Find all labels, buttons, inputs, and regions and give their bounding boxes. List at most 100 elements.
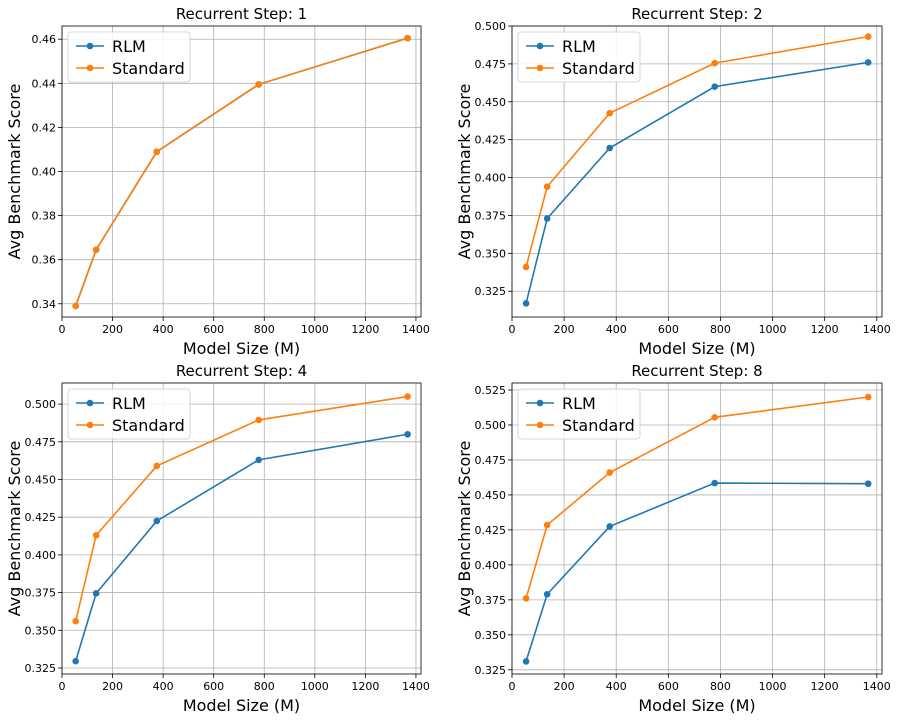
y-tick-label: 0.500 (475, 419, 507, 432)
x-tick-label: 1400 (863, 323, 891, 336)
plot-frame (511, 25, 883, 318)
x-tick-label: 0 (509, 680, 516, 693)
legend-marker-rlm (86, 42, 94, 50)
series-line-rlm (74, 433, 408, 662)
data-point-standard (153, 148, 161, 155)
x-tick-label: 800 (254, 680, 275, 693)
legend-label-rlm: RLM (112, 37, 146, 56)
chart-title: Recurrent Step: 1 (176, 5, 307, 23)
y-tick-label: 0.375 (25, 587, 57, 600)
y-tick-label: 0.500 (475, 20, 507, 33)
data-point-standard (864, 33, 872, 40)
grid (61, 26, 421, 317)
data-point-rlm (522, 300, 530, 307)
chart-title: Recurrent Step: 4 (176, 362, 307, 380)
legend-marker-rlm (536, 399, 544, 407)
data-point-standard (92, 531, 100, 539)
chart-panel-2: 0 200 400 600 800 1000 1200 1400 0.325 0.350 0.375… (455, 5, 891, 358)
x-tick-label: 800 (710, 680, 731, 693)
x-axis-label: Model Size (M) (638, 696, 755, 715)
x-tick-label: 600 (658, 680, 679, 693)
x-tick-label: 1200 (351, 680, 379, 693)
grid (511, 383, 882, 674)
legend-box (67, 388, 191, 440)
x-tick-label: 200 (102, 680, 123, 693)
legend-marker-standard (536, 421, 544, 429)
y-tick-label: 0.325 (25, 662, 57, 675)
x-tick-label: 1200 (811, 680, 839, 693)
x-tick-label: 1400 (402, 680, 430, 693)
legend: RLM Standard (67, 388, 191, 440)
grid (61, 383, 421, 674)
x-tick-label: 600 (203, 680, 224, 693)
data-point-standard (404, 34, 411, 42)
y-tick-label: 0.450 (475, 96, 507, 109)
y-tick-label: 0.375 (475, 209, 507, 222)
data-point-standard (711, 59, 719, 67)
y-tick-label: 0.42 (32, 121, 57, 134)
legend-label-standard: Standard (112, 416, 185, 435)
x-tick-label: 400 (606, 323, 627, 336)
data-point-rlm (72, 657, 79, 665)
y-tick-label: 0.500 (25, 398, 57, 411)
y-tick-label: 0.475 (475, 58, 507, 71)
series-line-rlm (525, 61, 869, 304)
data-point-standard (72, 617, 79, 625)
y-tick-label: 0.350 (475, 629, 507, 642)
y-tick-label: 0.350 (475, 247, 507, 260)
legend-marker-standard (86, 64, 94, 72)
y-tick-label: 0.40 (32, 166, 57, 179)
data-point-standard (606, 109, 614, 117)
data-point-rlm (522, 658, 530, 665)
data-point-standard (92, 246, 100, 254)
y-tick-label: 0.425 (25, 511, 57, 524)
x-tick-label: 200 (554, 323, 575, 336)
x-axis-label: Model Size (M) (183, 339, 300, 358)
data-point-standard (404, 393, 411, 400)
data-point-rlm (864, 480, 872, 488)
y-tick-label: 0.325 (475, 664, 507, 677)
legend-marker-rlm (86, 399, 94, 407)
data-point-standard (543, 521, 551, 529)
x-tick-label: 1400 (402, 323, 430, 336)
legend-box (517, 31, 641, 83)
data-point-rlm (543, 215, 551, 222)
data-point-rlm (711, 83, 719, 90)
data-point-standard (711, 413, 719, 421)
y-axis-label: Avg Benchmark Score (5, 84, 24, 260)
x-axis-label: Model Size (M) (638, 339, 755, 358)
plot-frame (61, 382, 422, 675)
x-axis-label: Model Size (M) (183, 696, 300, 715)
legend-label-rlm: RLM (562, 37, 596, 56)
chart-panel-3: 0 200 400 600 800 1000 1200 1400 0.325 0.350 0.375… (5, 362, 430, 715)
data-point-rlm (864, 59, 872, 66)
x-tick-label: 600 (658, 323, 679, 336)
x-tick-label: 200 (102, 323, 123, 336)
x-tick-label: 400 (153, 323, 174, 336)
data-point-standard (864, 393, 872, 401)
legend-marker-standard (536, 64, 544, 72)
data-point-rlm (711, 479, 719, 487)
data-point-rlm (255, 456, 262, 464)
data-point-rlm (606, 523, 614, 530)
x-tick-label: 1400 (863, 680, 891, 693)
x-tick-label: 400 (606, 680, 627, 693)
chart-panel-4: 0 200 400 600 800 1000 1200 1400 0.325 0.350 0.375… (455, 362, 891, 715)
x-tick-label: 0 (59, 680, 66, 693)
y-tick-label: 0.425 (475, 524, 507, 537)
data-point-rlm (153, 517, 161, 525)
chart-title: Recurrent Step: 2 (631, 5, 762, 23)
y-tick-label: 0.46 (32, 33, 57, 46)
data-point-standard (72, 302, 79, 310)
plot-frame (511, 382, 883, 675)
y-tick-label: 0.525 (475, 384, 507, 397)
y-axis-label: Avg Benchmark Score (455, 441, 474, 617)
y-tick-label: 0.36 (32, 254, 57, 267)
legend: RLM Standard (517, 388, 641, 440)
x-tick-label: 800 (710, 323, 731, 336)
data-point-rlm (606, 144, 614, 152)
legend-label-rlm: RLM (562, 394, 596, 413)
x-tick-label: 1000 (759, 680, 787, 693)
legend: RLM Standard (67, 31, 191, 83)
